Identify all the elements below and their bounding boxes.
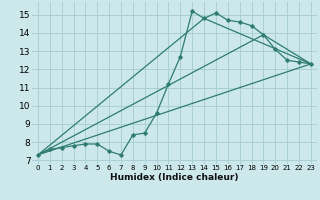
X-axis label: Humidex (Indice chaleur): Humidex (Indice chaleur) — [110, 173, 239, 182]
